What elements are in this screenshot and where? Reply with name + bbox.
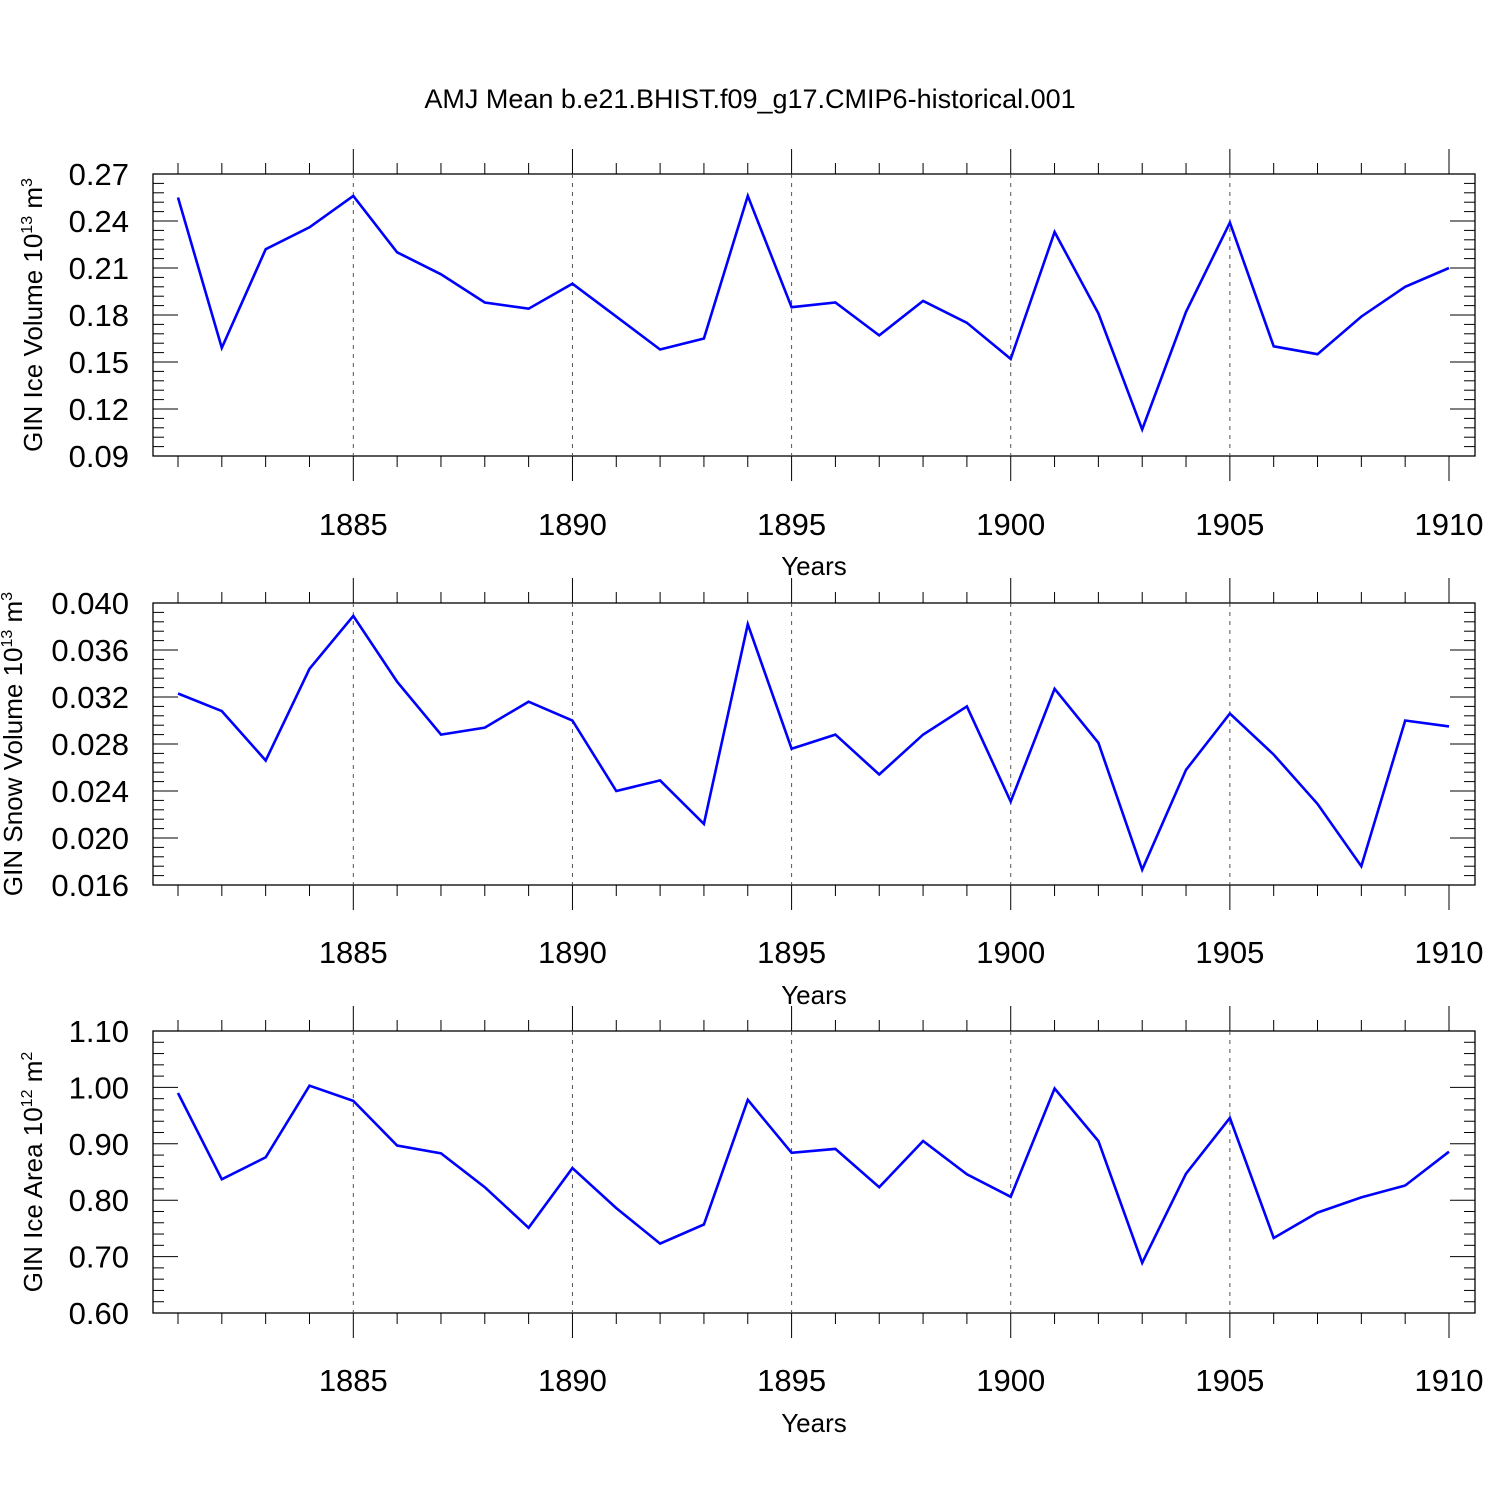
y-tick-label: 0.12 [69, 392, 129, 427]
y-tick-label: 0.21 [69, 251, 129, 286]
y-tick-label: 0.040 [51, 586, 129, 621]
y-tick-label: 0.020 [51, 821, 129, 856]
x-tick-label: 1910 [1415, 1363, 1484, 1398]
x-tick-label: 1905 [1195, 507, 1264, 542]
y-tick-label: 0.032 [51, 680, 129, 715]
chart-title: AMJ Mean b.e21.BHIST.f09_g17.CMIP6-histo… [424, 84, 1076, 114]
x-tick-label: 1905 [1195, 935, 1264, 970]
y-axis-label: GIN Ice Area 1012 m2 [18, 1052, 48, 1293]
x-tick-label: 1885 [319, 507, 388, 542]
series-line [177, 613, 1450, 874]
x-tick-label: 1890 [538, 1363, 607, 1398]
y-tick-label: 0.80 [69, 1183, 129, 1218]
y-tick-label: 1.10 [69, 1014, 129, 1049]
series-line [176, 1084, 1450, 1267]
x-axis-label: Years [781, 980, 847, 1010]
x-tick-label: 1905 [1195, 1363, 1264, 1398]
x-tick-label: 1895 [757, 1363, 826, 1398]
chart-panel-2: 1885 1890 1895 1900 1905 1910 0.016 0.020 0.024 0… [0, 578, 1483, 1010]
y-tick-label: 0.024 [51, 774, 129, 809]
x-tick-label: 1885 [319, 935, 388, 970]
y-tick-label: 0.036 [51, 633, 129, 668]
plot-frame [152, 602, 1476, 886]
x-axis-label: Years [781, 1408, 847, 1438]
y-tick-label: 1.00 [69, 1070, 129, 1105]
y-tick-label: 0.60 [69, 1296, 129, 1331]
y-axis-label: GIN Snow Volume 1013 m3 [0, 592, 28, 896]
y-tick-label: 0.016 [51, 868, 129, 903]
y-tick-label: 0.90 [69, 1127, 129, 1162]
x-tick-label: 1895 [757, 507, 826, 542]
x-tick-label: 1910 [1415, 935, 1484, 970]
y-axis-label: GIN Ice Volume 1013 m3 [18, 178, 48, 452]
x-tick-label: 1910 [1415, 507, 1484, 542]
y-tick-label: 0.18 [69, 298, 129, 333]
plot-frame [152, 173, 1476, 457]
y-tick-label: 0.028 [51, 727, 129, 762]
x-tick-label: 1885 [319, 1363, 388, 1398]
plot-frame [152, 1030, 1476, 1314]
x-tick-label: 1900 [976, 507, 1045, 542]
y-tick-label: 0.24 [69, 204, 129, 239]
chart-panel-1: 1885 1890 1895 1900 1905 1910 0.09 0.12 0.15 0.18… [18, 149, 1483, 581]
x-tick-label: 1900 [976, 1363, 1045, 1398]
y-tick-label: 0.15 [69, 345, 129, 380]
series-line [176, 191, 1450, 434]
x-axis-label: Years [781, 551, 847, 581]
y-tick-label: 0.27 [69, 157, 129, 192]
x-tick-label: 1895 [757, 935, 826, 970]
x-tick-label: 1900 [976, 935, 1045, 970]
x-tick-label: 1890 [538, 935, 607, 970]
y-tick-label: 0.09 [69, 439, 129, 474]
chart-panel-3: 1885 1890 1895 1900 1905 1910 0.60 0.70 0.80 0.90… [18, 1006, 1483, 1438]
x-tick-label: 1890 [538, 507, 607, 542]
y-tick-label: 0.70 [69, 1240, 129, 1275]
